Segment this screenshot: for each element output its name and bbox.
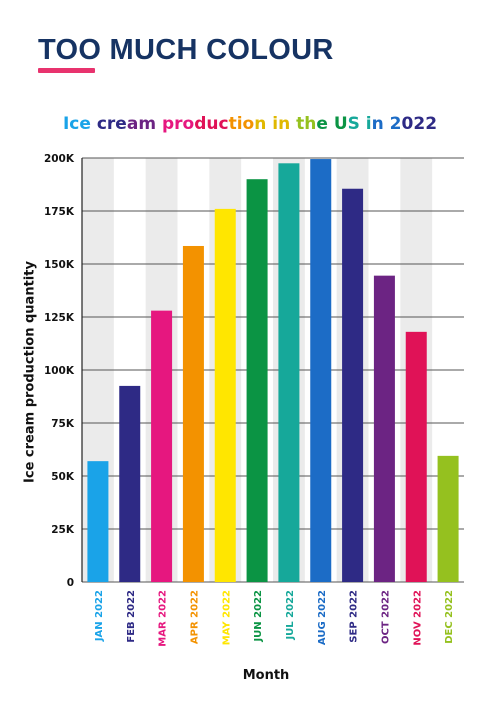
chart-title: Ice cream production in the US in 2022: [62, 114, 438, 134]
bar-aug-2022: [310, 159, 332, 582]
bar-jun-2022: [246, 179, 268, 582]
x-tick-label: NOV 2022: [412, 590, 423, 646]
y-tick-label: 50K: [51, 471, 75, 483]
x-tick-label: APR 2022: [189, 590, 200, 644]
x-axis-label: Month: [242, 668, 290, 683]
y-tick-label: 75K: [51, 418, 75, 430]
bar-nov-2022: [405, 331, 427, 582]
y-tick-label: 200K: [44, 153, 75, 165]
bar-feb-2022: [119, 385, 141, 582]
heading-underline: [38, 68, 95, 73]
bar-oct-2022: [373, 275, 395, 582]
y-tick-label: 0: [67, 577, 74, 589]
bar-apr-2022: [182, 245, 204, 583]
x-tick-label: MAY 2022: [221, 590, 232, 645]
x-tick-label: JUL 2022: [285, 590, 296, 641]
x-tick-label: OCT 2022: [380, 590, 391, 644]
x-tick-label: SEP 2022: [349, 590, 360, 643]
x-tick-label: JAN 2022: [94, 590, 105, 642]
bar-sep-2022: [342, 188, 364, 583]
y-tick-label: 125K: [44, 312, 75, 324]
x-tick-label: FEB 2022: [126, 590, 137, 643]
x-tick-label: DEC 2022: [444, 590, 455, 644]
bar-jul-2022: [278, 163, 300, 583]
x-tick-label: JUN 2022: [253, 590, 264, 643]
page-heading: TOO MUCH COLOUR: [38, 34, 334, 66]
y-tick-label: 25K: [51, 524, 75, 536]
bar-may-2022: [214, 208, 236, 582]
y-tick-label: 100K: [44, 365, 75, 377]
x-tick-label: MAR 2022: [158, 590, 169, 647]
bar-dec-2022: [437, 455, 459, 582]
bar-mar-2022: [151, 310, 173, 582]
bar-jan-2022: [87, 461, 109, 582]
x-tick-label: AUG 2022: [317, 590, 328, 645]
y-tick-label: 150K: [44, 259, 75, 271]
y-tick-label: 175K: [44, 206, 75, 218]
y-axis-label: Ice cream production quantity: [22, 261, 38, 483]
